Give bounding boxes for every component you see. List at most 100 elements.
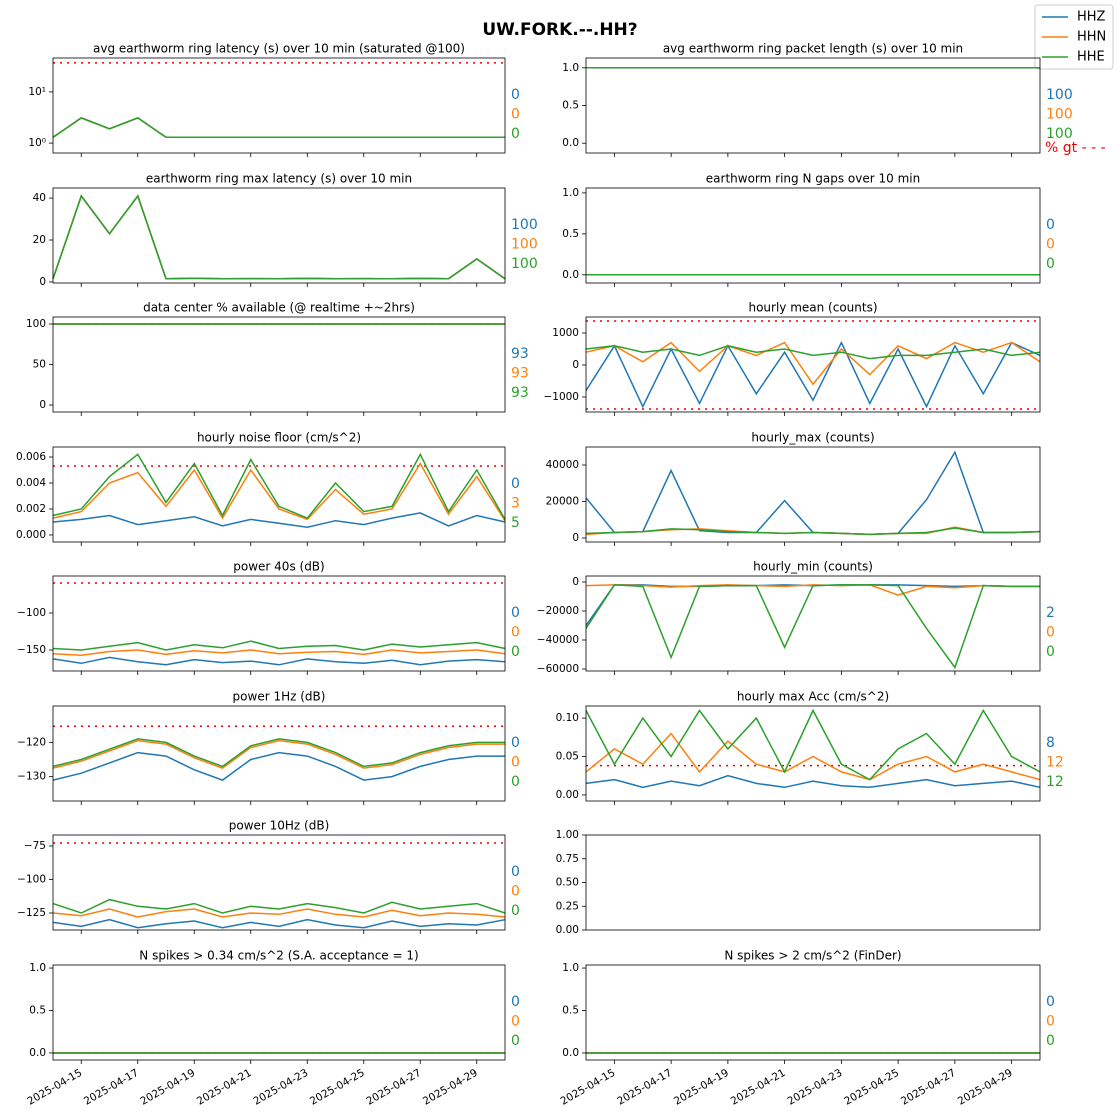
y-tick-label: 1.00	[556, 829, 579, 841]
pct-label: 0	[511, 126, 520, 142]
panel-title: data center % available (@ realtime +~2h…	[143, 301, 415, 315]
y-tick-label: 0	[39, 276, 46, 288]
series-line	[585, 774, 1041, 789]
pct-label: 0	[511, 1014, 520, 1030]
series-line	[52, 898, 506, 914]
series-line	[52, 649, 506, 656]
y-tick-label: 0.75	[556, 853, 579, 865]
pct-label: 2	[1046, 605, 1055, 621]
y-tick-label: 100	[26, 318, 46, 330]
pct-label: 0	[511, 1033, 520, 1049]
panel-title: hourly noise floor (cm/s^2)	[197, 431, 361, 445]
pct-label: 100	[1046, 87, 1073, 103]
series-line	[52, 656, 506, 666]
y-tick-label: 0.05	[556, 751, 579, 763]
axes-frame	[52, 446, 506, 543]
pct-label: 0	[511, 107, 520, 123]
axes-frame	[585, 316, 1041, 413]
axes-frame	[585, 575, 1041, 672]
axes-frame	[52, 57, 506, 154]
y-tick-label: 0.5	[562, 1005, 579, 1017]
panel-title: hourly_max (counts)	[751, 431, 874, 445]
pct-label: 0	[511, 625, 520, 641]
pct-label: 0	[511, 735, 520, 751]
pct-label: 0	[1046, 644, 1055, 660]
y-tick-label: 0.00	[556, 789, 579, 801]
series-line	[585, 345, 1041, 360]
series-line	[52, 640, 506, 651]
pct-label: 5	[511, 515, 520, 531]
panel-title: power 40s (dB)	[233, 560, 324, 574]
pct-label: 100	[1046, 107, 1073, 123]
panel-title: earthworm ring max latency (s) over 10 m…	[146, 172, 412, 186]
pct-label: 0	[1046, 994, 1055, 1010]
y-tick-label: 0.10	[556, 712, 579, 724]
y-tick-label: 0.002	[16, 503, 46, 515]
axes-frame	[52, 316, 506, 413]
axes-frame	[585, 187, 1041, 284]
panel-title: hourly max Acc (cm/s^2)	[737, 690, 889, 704]
legend-label: HHE	[1077, 50, 1105, 65]
series-line	[585, 341, 1041, 386]
pct-note: % gt - - -	[1045, 140, 1106, 156]
pct-label: 93	[511, 385, 529, 401]
series-line	[52, 738, 505, 768]
axes-frame	[585, 446, 1041, 543]
y-tick-label: 1.0	[29, 962, 46, 974]
y-tick-label: 0.00	[556, 924, 579, 936]
series-line	[52, 512, 506, 528]
series-line	[52, 739, 505, 769]
y-tick-label: 40000	[546, 459, 579, 471]
y-tick-label: 0.0	[562, 269, 579, 281]
series-line	[52, 452, 506, 520]
y-tick-label: 10¹	[28, 86, 46, 98]
y-tick-label: 1.0	[562, 187, 579, 199]
pct-label: 0	[511, 774, 520, 790]
panel-title: earthworm ring N gaps over 10 min	[706, 172, 920, 186]
series-line	[52, 117, 505, 139]
pct-label: 0	[511, 994, 520, 1010]
pct-label: 0	[1046, 1033, 1055, 1049]
y-tick-label: −100	[17, 873, 46, 885]
y-tick-label: 0.006	[16, 451, 46, 463]
y-tick-label: 0.0	[29, 1047, 46, 1059]
series-line	[52, 918, 506, 929]
y-tick-label: 1.0	[562, 962, 579, 974]
pct-label: 0	[511, 864, 520, 880]
y-tick-label: 20000	[546, 495, 579, 507]
series-line	[52, 462, 506, 522]
pct-label: 12	[1046, 774, 1064, 790]
pct-label: 0	[511, 884, 520, 900]
pct-label: 93	[511, 366, 529, 382]
pct-label: 8	[1046, 735, 1055, 751]
series-line	[585, 584, 1040, 670]
pct-label: 0	[511, 755, 520, 771]
axes-frame	[52, 705, 506, 802]
panel-title: N spikes > 2 cm/s^2 (FinDer)	[724, 949, 901, 963]
panel-title: power 10Hz (dB)	[229, 819, 330, 833]
axes-frame	[585, 964, 1041, 1061]
y-tick-label: 0.5	[562, 228, 579, 240]
y-tick-label: −125	[17, 907, 46, 919]
pct-label: 0	[511, 476, 520, 492]
pct-label: 100	[511, 256, 538, 272]
panel-title: power 1Hz (dB)	[233, 690, 326, 704]
pct-label: 12	[1046, 755, 1064, 771]
axes-frame	[52, 834, 506, 931]
y-tick-label: −20000	[537, 605, 579, 617]
y-tick-label: 0.5	[562, 100, 579, 112]
y-tick-label: −60000	[537, 663, 579, 675]
y-tick-label: 0.25	[556, 900, 579, 912]
y-tick-label: −150	[17, 644, 46, 656]
pct-label: 0	[511, 87, 520, 103]
y-tick-label: 0	[572, 532, 579, 544]
pct-label: 0	[1046, 237, 1055, 253]
pct-label: 0	[1046, 1014, 1055, 1030]
legend-label: HHN	[1077, 30, 1106, 45]
panel-title: hourly_min (counts)	[753, 560, 873, 574]
axes-frame	[52, 575, 506, 672]
y-tick-label: 10⁰	[28, 137, 46, 149]
y-tick-label: 0.004	[16, 477, 46, 489]
pct-label: 3	[511, 496, 520, 512]
